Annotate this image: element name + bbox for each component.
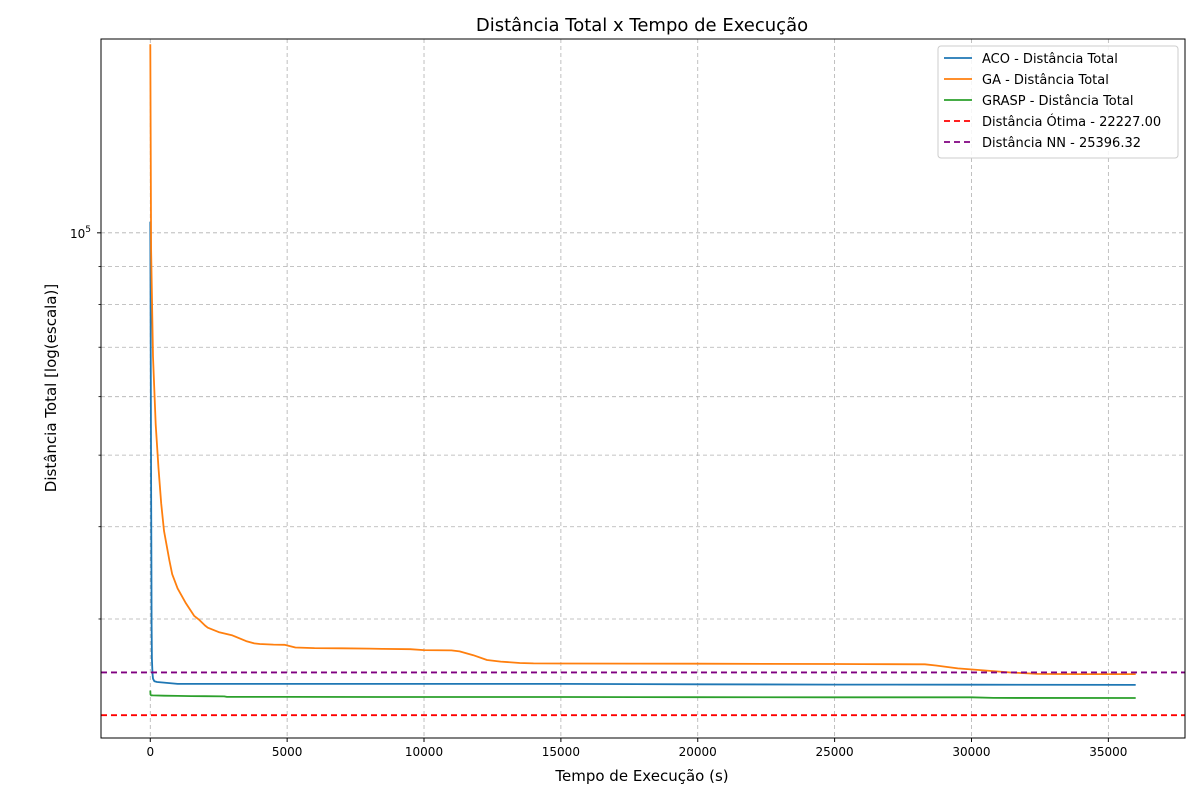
plot-area-frame [100, 38, 1186, 739]
x-tick-label: 30000 [952, 745, 990, 759]
x-tick-label: 15000 [542, 745, 580, 759]
x-tick-label: 25000 [816, 745, 854, 759]
y-tick-label: 105 [70, 225, 91, 241]
chart-title: Distância Total x Tempo de Execução [476, 15, 808, 36]
legend-label: GA - Distância Total [982, 73, 1109, 88]
x-tick-label: 20000 [679, 745, 717, 759]
legend-box [937, 45, 1179, 159]
legend-label: Distância Ótima - 22227.00 [982, 114, 1161, 130]
legend-entries: ACO - Distância Total GA - Distância Tota… [944, 52, 1161, 151]
x-tick-label: 5000 [272, 745, 303, 759]
x-tick-label: 10000 [405, 745, 443, 759]
legend-label: ACO - Distância Total [982, 52, 1118, 67]
x-tick-label: 35000 [1089, 745, 1127, 759]
x-tick-label: 0 [146, 745, 154, 759]
legend-label: Distância NN - 25396.32 [982, 136, 1141, 151]
series-lines [101, 44, 1185, 717]
y-axis-label: Distância Total [log(escala)] [42, 284, 60, 492]
y-axis-ticks: 105 [70, 225, 101, 620]
x-axis-label: Tempo de Execução (s) [554, 767, 728, 785]
ga-series-line [149, 44, 1136, 675]
legend-label: GRASP - Distância Total [982, 94, 1133, 109]
grid-lines [101, 39, 1185, 738]
legend: ACO - Distância Total GA - Distância Tota… [937, 45, 1179, 159]
aco-series-line [149, 221, 1136, 686]
grasp-series-line [149, 690, 1136, 699]
x-axis-ticks: 0 5000 10000 15000 20000 25000 30000 35000 [146, 738, 1127, 759]
